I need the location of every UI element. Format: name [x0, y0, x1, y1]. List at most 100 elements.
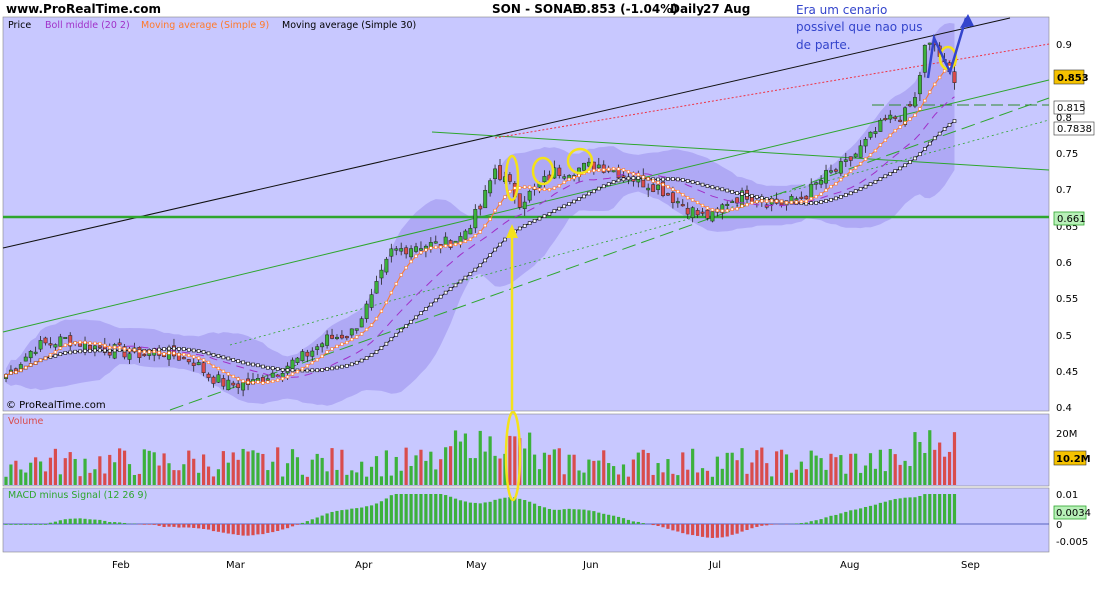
- macd-bar: [345, 509, 349, 524]
- volume-bar: [132, 474, 137, 485]
- candle: [735, 197, 740, 204]
- macd-bar: [142, 524, 146, 525]
- macd-bar: [760, 524, 764, 526]
- volume-bar: [715, 456, 719, 485]
- candles: [4, 36, 957, 397]
- ma9-marker: [231, 374, 235, 379]
- svg-text:0.661: 0.661: [1057, 214, 1086, 225]
- volume-bar: [602, 450, 606, 485]
- volume-bar: [651, 474, 655, 485]
- macd-bar: [755, 524, 759, 527]
- candle: [493, 168, 498, 180]
- macd-bar: [636, 521, 640, 524]
- candle: [43, 337, 48, 344]
- ma30-marker: [58, 352, 63, 357]
- candle: [507, 174, 512, 182]
- ma30-marker: [725, 188, 730, 193]
- macd-bar: [162, 524, 166, 528]
- macd-bar: [434, 494, 438, 524]
- volume-bar: [809, 450, 813, 485]
- macd-bar: [873, 504, 878, 524]
- candle: [97, 345, 102, 348]
- volume-bar: [947, 451, 952, 485]
- macd-bar: [157, 524, 161, 526]
- volume-bar: [918, 441, 922, 485]
- macd-bar: [883, 501, 887, 524]
- ma9-marker: [379, 309, 384, 313]
- ma9-marker: [290, 372, 295, 376]
- candle: [231, 382, 236, 386]
- ma30-marker: [522, 224, 527, 228]
- ma30-marker: [448, 287, 453, 291]
- ma30-marker: [755, 195, 759, 199]
- volume-bar: [686, 469, 690, 485]
- ma30-marker: [280, 367, 285, 372]
- volume-bar: [409, 465, 413, 485]
- ma9-marker: [350, 337, 354, 342]
- ma9-marker: [48, 353, 53, 357]
- ma30-marker: [562, 204, 567, 209]
- candle: [898, 119, 903, 122]
- ma9-marker: [898, 125, 902, 129]
- ma30-marker: [246, 361, 250, 366]
- candle: [498, 165, 502, 180]
- ma9-marker: [276, 378, 280, 382]
- ma30-marker: [93, 348, 97, 353]
- ma9-marker: [700, 203, 705, 208]
- volume-bar: [197, 472, 201, 485]
- candle: [596, 164, 601, 169]
- ma9-marker: [468, 237, 472, 241]
- ma30-marker: [429, 302, 433, 307]
- ma9-marker: [360, 332, 364, 336]
- x-tick-label: Aug: [840, 560, 860, 571]
- macd-bar: [463, 501, 468, 524]
- ma9-marker: [192, 355, 196, 359]
- macd-bar: [597, 512, 601, 524]
- candle: [53, 344, 58, 348]
- volume-label: Volume: [8, 416, 43, 427]
- trend-line-upper: [2, 17, 1011, 249]
- volume-bar: [784, 454, 789, 485]
- ma9-marker: [98, 342, 102, 346]
- macd-bar: [350, 508, 354, 524]
- volume-bar: [335, 469, 339, 485]
- ma9-marker: [868, 153, 873, 157]
- candle: [478, 205, 483, 210]
- macd-bar: [572, 509, 576, 524]
- ma9-marker: [444, 244, 448, 248]
- legend-boll: Boll middle (20 2): [45, 20, 130, 31]
- volume-bar: [893, 454, 897, 485]
- volume-bar: [528, 432, 532, 485]
- volume-bar: [933, 449, 937, 485]
- candle: [374, 281, 379, 294]
- ma9-marker: [542, 187, 547, 191]
- candle: [409, 248, 414, 258]
- y-tick-label: 0.55: [1056, 294, 1078, 305]
- ma30-marker: [473, 267, 478, 272]
- macd-bar: [859, 508, 863, 524]
- svg-text:0.853: 0.853: [1057, 73, 1089, 84]
- macd-bar: [206, 524, 211, 530]
- ma30-marker: [621, 177, 626, 182]
- macd-bar: [933, 494, 937, 524]
- ma9-marker: [226, 372, 230, 376]
- ma30-marker: [275, 367, 280, 371]
- ma30-marker: [680, 178, 685, 182]
- candle: [863, 139, 868, 147]
- ma9-marker: [641, 175, 645, 179]
- ma30-marker: [868, 182, 873, 187]
- ma9-marker: [24, 366, 28, 370]
- volume-bar: [844, 473, 848, 485]
- volume-bar: [285, 463, 290, 485]
- y-tick-label: 0.7: [1056, 185, 1072, 196]
- site-title[interactable]: www.ProRealTime.com: [6, 2, 161, 16]
- macd-bar: [24, 524, 28, 525]
- candle: [690, 207, 695, 219]
- macd-bar: [923, 494, 927, 524]
- candle: [433, 241, 438, 244]
- ma30-marker: [226, 356, 231, 361]
- ma9-marker: [636, 173, 640, 177]
- ma9-marker: [779, 199, 784, 203]
- macd-bar: [582, 509, 586, 524]
- ma30-marker: [498, 242, 502, 247]
